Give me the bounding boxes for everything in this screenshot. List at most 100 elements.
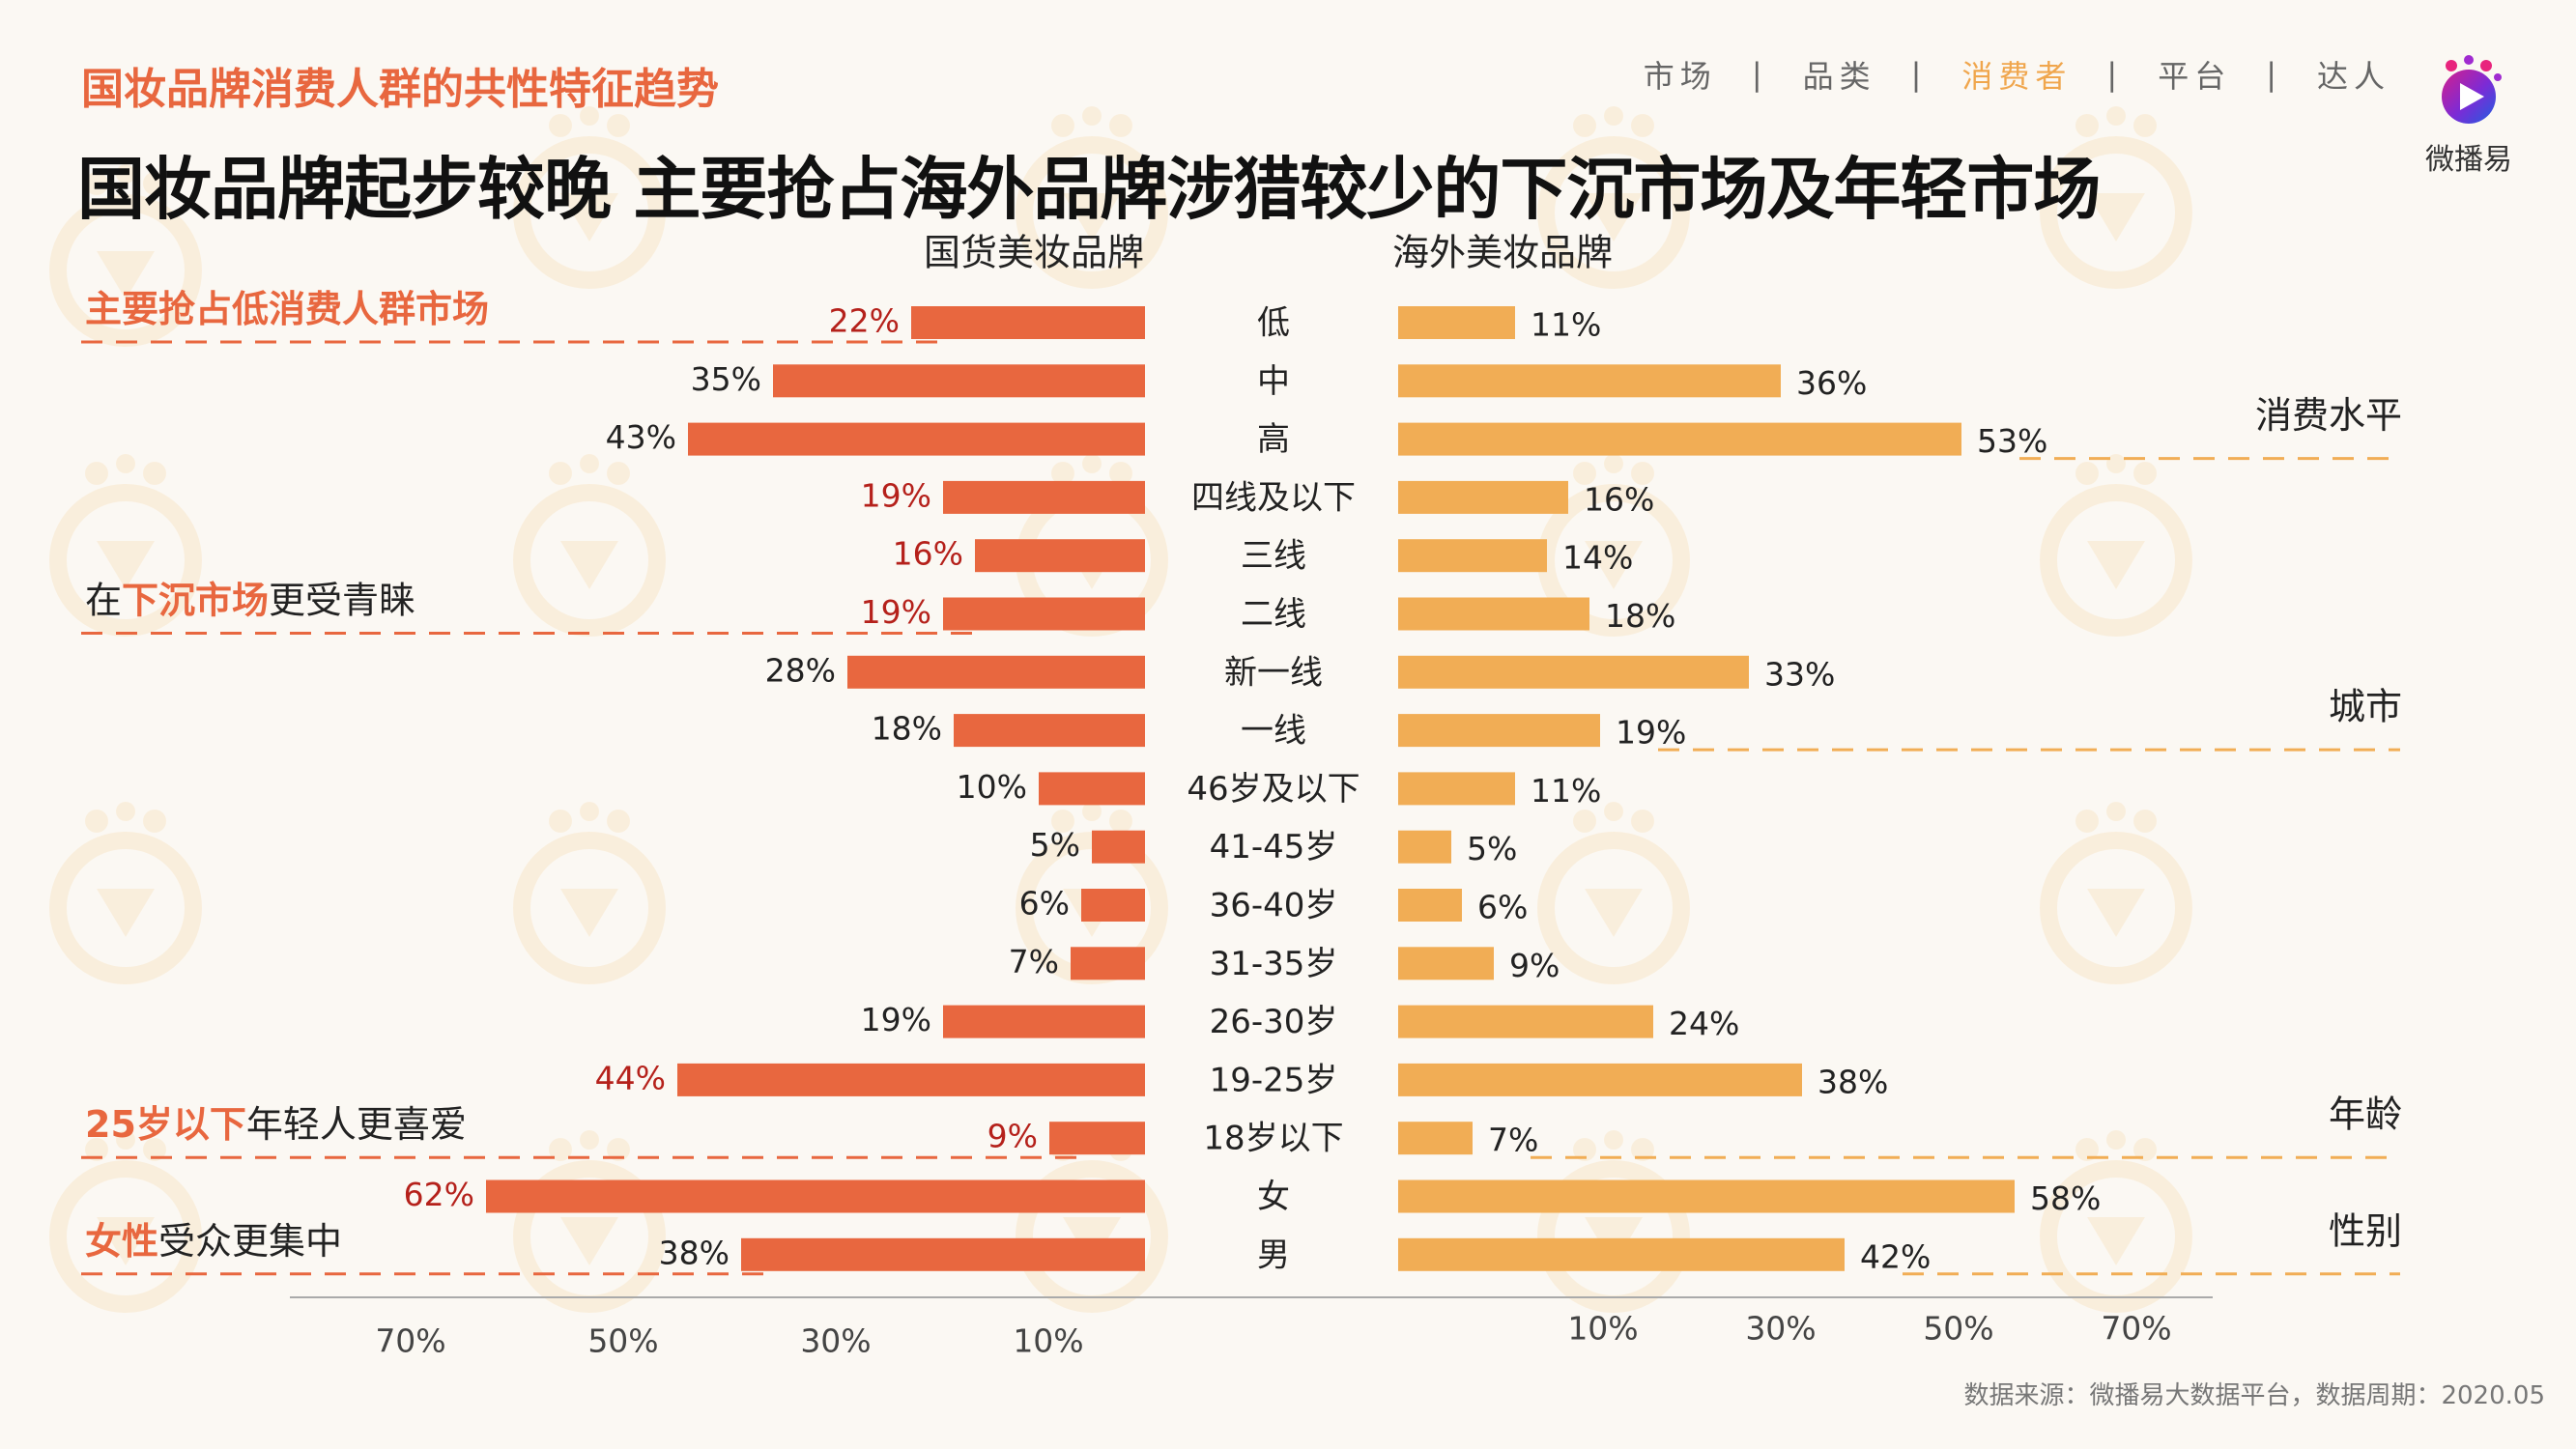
category-label: 46岁及以下 [1187,770,1360,809]
bar-overseas [1398,539,1547,573]
label-domestic: 6% [1019,885,1070,923]
label-domestic: 28% [765,651,836,689]
label-domestic: 44% [595,1059,666,1096]
nav-separator: | [2266,56,2282,93]
bar-overseas [1398,772,1515,806]
logo-text: 微播易 [2425,143,2512,177]
bar-domestic [1039,772,1145,806]
bar-overseas [1398,1237,1845,1271]
annotation-text: 主要抢占低消费人群市场 [85,288,489,330]
annotation-text: 在下沉市场更受青睐 [85,579,415,621]
label-overseas: 14% [1562,539,1633,577]
label-domestic: 5% [1030,826,1080,864]
legend-domestic: 国货美妆品牌 [924,232,1144,274]
label-domestic: 19% [861,476,931,514]
label-domestic: 22% [829,302,900,340]
x-tick-right: 10% [1567,1310,1638,1348]
annotation-part: 年轻人更喜爱 [246,1103,467,1146]
annotation-text: 25岁以下年轻人更喜爱 [85,1103,467,1146]
label-overseas: 36% [1796,364,1867,402]
bar-domestic [688,422,1145,456]
label-overseas: 19% [1616,714,1686,752]
bar-overseas [1398,947,1494,980]
legend-overseas: 海外美妆品牌 [1392,232,1613,274]
label-domestic: 9% [987,1118,1038,1155]
nav-item-influencer[interactable]: 达人 [2316,58,2390,95]
bar-overseas [1398,714,1600,748]
bar-domestic [1049,1122,1145,1155]
category-label: 中 [1257,362,1290,401]
label-domestic: 19% [861,1001,931,1038]
x-tick-left: 50% [587,1322,658,1360]
label-domestic: 7% [1009,943,1059,980]
label-overseas: 11% [1531,306,1601,344]
label-overseas: 5% [1467,830,1517,867]
bar-domestic [943,480,1145,514]
label-overseas: 24% [1669,1005,1739,1042]
label-overseas: 58% [2030,1179,2101,1217]
bar-overseas [1398,1179,2015,1213]
label-overseas: 9% [1509,947,1560,984]
category-label: 41-45岁 [1210,828,1338,867]
bar-domestic [847,655,1145,689]
bar-domestic [1081,889,1145,922]
bar-domestic [741,1237,1145,1271]
bar-overseas [1398,1122,1473,1155]
category-label: 26-30岁 [1210,1003,1338,1041]
annotation-part: 女性 [85,1219,158,1262]
annotation-part: 受众更集中 [158,1219,342,1262]
bar-overseas [1398,889,1462,922]
nav-separator: | [1910,56,1928,93]
group-label: 消费水平 [2255,394,2402,437]
label-overseas: 42% [1860,1237,1931,1275]
category-label: 三线 [1241,537,1306,576]
bar-domestic [943,597,1145,631]
label-domestic: 62% [404,1176,474,1213]
label-overseas: 38% [1818,1063,1888,1100]
play-icon [2442,55,2502,124]
page-title: 国妆品牌起步较晚 主要抢占海外品牌涉猎较少的下沉市场及年轻市场 [77,150,2101,229]
bar-domestic [773,364,1145,398]
label-domestic: 35% [691,360,761,398]
category-label: 36-40岁 [1210,887,1338,925]
group-label: 性别 [2329,1209,2402,1252]
bar-overseas [1398,306,1515,339]
nav-separator: | [1751,56,1768,93]
category-label: 高 [1257,420,1290,459]
nav-item-platform[interactable]: 平台 [2158,58,2232,95]
annotation-part: 25岁以下 [85,1103,246,1146]
section-subtitle: 国妆品牌消费人群的共性特征趋势 [81,65,719,114]
bar-domestic [677,1063,1145,1096]
bar-domestic [1071,947,1145,980]
x-tick-right: 50% [1923,1310,1993,1348]
group-label: 城市 [2329,686,2402,728]
brand-logo: 微播易 [2416,54,2522,178]
bar-domestic [486,1179,1145,1213]
nav-item-market[interactable]: 市场 [1643,58,1717,95]
label-overseas: 11% [1531,772,1601,810]
category-label: 18岁以下 [1203,1120,1343,1158]
bar-domestic [1092,830,1145,864]
label-domestic: 38% [659,1234,730,1271]
annotation-part: 在 [85,579,122,621]
label-domestic: 10% [957,768,1027,806]
label-overseas: 7% [1488,1122,1538,1159]
bar-overseas [1398,480,1568,514]
annotation-part: 下沉市场 [122,579,269,621]
bar-domestic [943,1005,1145,1038]
group-label: 年龄 [2329,1094,2402,1136]
category-label: 一线 [1241,712,1306,751]
category-label: 31-35岁 [1210,945,1338,983]
bar-overseas [1398,1063,1802,1096]
category-label: 低 [1257,304,1290,343]
bar-overseas [1398,655,1749,689]
bar-overseas [1398,422,1961,456]
label-overseas: 16% [1584,480,1654,518]
category-label: 女 [1257,1178,1290,1216]
nav-item-category[interactable]: 品类 [1802,58,1876,95]
nav-item-consumer[interactable]: 消费者 [1961,58,2073,95]
bar-domestic [911,306,1145,339]
bar-domestic [975,539,1145,573]
annotation-part: 主要抢占低消费人群市场 [85,288,489,330]
